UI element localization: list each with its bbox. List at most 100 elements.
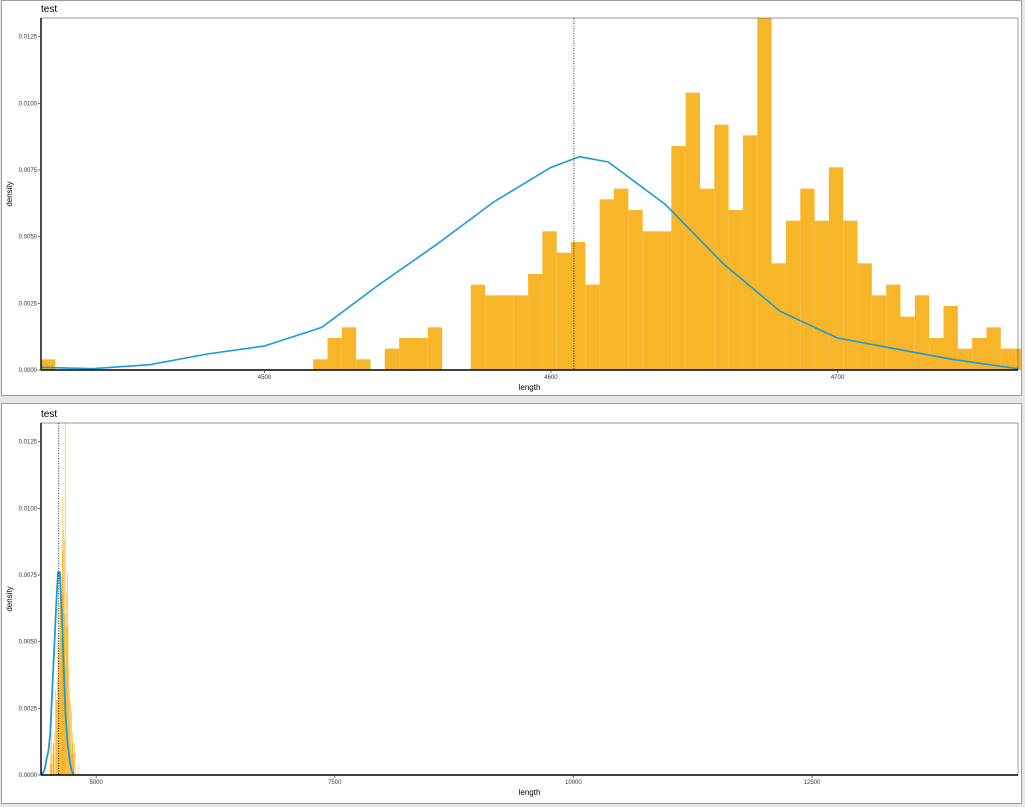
x-axis-label: length	[519, 383, 541, 392]
histogram-bar	[986, 327, 1001, 370]
histogram-bar	[914, 295, 930, 370]
histogram-bar	[61, 636, 63, 775]
histogram-bar	[67, 625, 69, 775]
histogram-bar	[56, 700, 57, 775]
histogram-bar	[59, 689, 60, 775]
histogram-bar	[757, 18, 772, 370]
histogram-bar	[427, 327, 443, 370]
x-tick-label: 7500	[328, 780, 342, 786]
histogram-bar	[886, 284, 901, 370]
histogram-bar	[785, 220, 801, 370]
histogram-bar	[657, 231, 672, 370]
y-tick-label: 0.0100	[19, 101, 38, 107]
x-tick-label: 12500	[804, 780, 821, 786]
y-tick-label: 0.0025	[19, 706, 38, 712]
chart-title: test	[41, 4, 57, 15]
histogram-bar	[943, 306, 958, 370]
histogram-bar	[728, 210, 743, 370]
histogram-bar	[61, 636, 62, 775]
y-tick-label: 0.0050	[19, 640, 38, 646]
histogram-bar	[64, 423, 66, 775]
histogram-bar	[814, 220, 829, 370]
histogram-bar	[327, 338, 342, 370]
histogram-bar	[1000, 348, 1016, 370]
x-tick-label: 5000	[89, 780, 103, 786]
histogram-bar	[72, 743, 73, 775]
histogram-bar	[671, 146, 686, 370]
histogram-bar	[857, 263, 872, 370]
histogram-bar	[51, 732, 52, 775]
histogram-bar	[929, 338, 944, 370]
histogram-bar	[59, 604, 61, 775]
histogram-bar	[843, 220, 858, 370]
histogram-bar	[64, 540, 65, 775]
y-tick-label: 0.0000	[19, 368, 38, 374]
y-tick-label: 0.0025	[19, 301, 38, 307]
density-curve	[40, 571, 75, 775]
histogram-bar	[69, 689, 70, 775]
x-tick-label: 4500	[258, 375, 272, 381]
y-tick-label: 0.0125	[19, 440, 38, 446]
histogram-bar	[871, 295, 887, 370]
histogram-bar	[50, 743, 52, 775]
histogram-bar	[628, 210, 643, 370]
histogram-bar	[714, 124, 729, 370]
y-tick-label: 0.0075	[19, 573, 38, 579]
histogram-bar	[71, 711, 72, 775]
histogram-bar	[65, 625, 67, 775]
histogram-bar	[599, 199, 615, 370]
histogram-bar	[800, 188, 815, 370]
histogram-bar	[356, 359, 371, 370]
x-tick-label: 10000	[565, 780, 582, 786]
histogram-bar	[742, 135, 758, 370]
histogram-bar	[53, 732, 55, 775]
histogram-bar	[70, 700, 71, 775]
histogram-bar	[384, 348, 400, 370]
histogram-bar	[74, 743, 76, 775]
histogram-bar	[53, 743, 55, 775]
histogram-bar	[771, 263, 786, 370]
histogram-bar	[699, 188, 715, 370]
x-tick-label: 4700	[831, 375, 845, 381]
x-tick-label: 4600	[544, 375, 558, 381]
histogram-bar	[60, 615, 62, 775]
histogram-bar	[57, 679, 58, 775]
density-curve	[40, 155, 1019, 370]
y-axis-label: density	[5, 586, 14, 611]
histogram-bar	[51, 764, 53, 775]
histogram-bar	[71, 753, 73, 775]
histogram-bar	[556, 252, 572, 370]
y-tick-label: 0.0075	[19, 168, 38, 174]
histogram-bar	[41, 359, 56, 370]
histogram-bar	[957, 348, 973, 370]
histogram-bar	[642, 231, 657, 370]
histogram-bar	[62, 551, 63, 775]
x-axis-label: length	[519, 788, 541, 797]
histogram-bar	[72, 732, 74, 775]
histogram-bar	[542, 231, 557, 370]
histogram-bar	[55, 689, 56, 775]
histogram-bar	[528, 274, 543, 370]
chart-title: test	[41, 409, 57, 420]
histogram-bar	[50, 764, 51, 775]
plot-frame	[40, 422, 1019, 776]
histogram-bar	[972, 338, 987, 370]
histogram-bar	[413, 338, 428, 370]
histogram-bar	[52, 753, 54, 775]
histogram-bar	[52, 743, 54, 775]
y-tick-label: 0.0000	[19, 773, 38, 779]
histogram-bar	[70, 743, 72, 775]
histogram-bar	[900, 316, 915, 370]
histogram-bar	[57, 636, 59, 775]
histogram-bar	[77, 764, 79, 775]
histogram-bar	[66, 593, 67, 775]
histogram-bar	[313, 359, 328, 370]
histogram-bar	[485, 295, 500, 370]
histogram-bar	[828, 167, 844, 370]
y-tick-label: 0.0125	[19, 35, 38, 41]
histogram-bar	[68, 700, 70, 775]
histogram-bar	[69, 721, 71, 775]
histogram-bar	[585, 284, 600, 370]
histogram-bar	[66, 625, 68, 775]
histogram-bar	[73, 753, 75, 775]
